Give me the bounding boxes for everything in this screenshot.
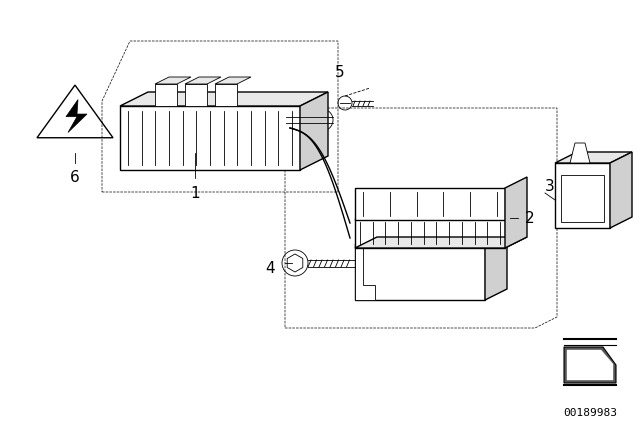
Polygon shape: [66, 99, 87, 133]
Polygon shape: [355, 245, 485, 300]
Polygon shape: [610, 152, 632, 228]
Polygon shape: [355, 245, 375, 300]
Text: 5: 5: [335, 65, 345, 80]
Text: 1: 1: [190, 186, 200, 201]
Text: 00189983: 00189983: [563, 408, 617, 418]
Polygon shape: [155, 84, 177, 106]
Polygon shape: [485, 234, 507, 300]
Polygon shape: [555, 163, 610, 228]
Text: 6: 6: [70, 170, 80, 185]
Text: 4: 4: [265, 260, 275, 276]
Polygon shape: [300, 92, 328, 170]
Polygon shape: [355, 237, 527, 248]
Polygon shape: [287, 254, 303, 272]
Polygon shape: [355, 188, 505, 220]
Polygon shape: [505, 177, 527, 248]
Polygon shape: [555, 152, 632, 163]
Polygon shape: [355, 218, 505, 248]
Polygon shape: [567, 350, 613, 380]
Text: 3: 3: [545, 178, 555, 194]
Polygon shape: [185, 84, 207, 106]
Polygon shape: [215, 77, 251, 84]
Polygon shape: [215, 84, 237, 106]
Polygon shape: [564, 347, 616, 383]
Polygon shape: [185, 77, 221, 84]
Polygon shape: [120, 92, 328, 106]
Polygon shape: [120, 106, 300, 170]
Polygon shape: [155, 77, 191, 84]
Polygon shape: [570, 143, 590, 163]
Text: 2: 2: [525, 211, 534, 225]
Polygon shape: [355, 234, 507, 245]
